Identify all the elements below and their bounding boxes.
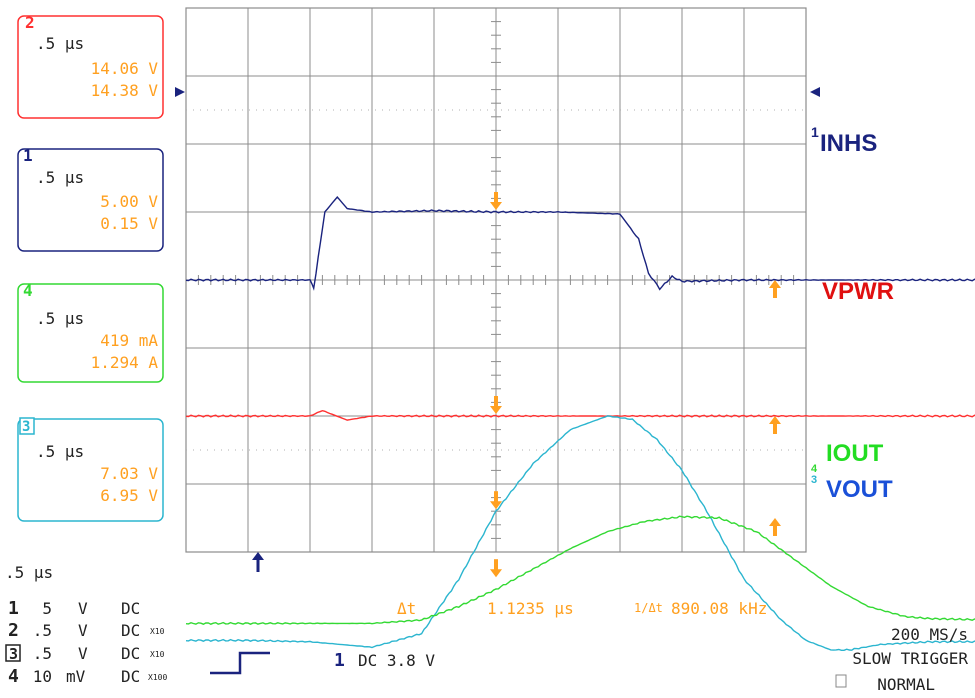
channel-unit: mV — [66, 667, 86, 686]
inverse-delta-t-label: 1/Δt — [634, 601, 663, 615]
trace-vpwr — [185, 409, 975, 421]
trigger-source: 1 — [334, 650, 345, 671]
ch3-ground-marker[interactable]: 3 — [811, 474, 817, 486]
cursor-arrow-shaft — [494, 559, 498, 572]
channel-scale: 5 — [42, 599, 52, 618]
trace-label-vout: VOUT — [826, 476, 893, 503]
channel-coupling: DC — [121, 621, 140, 640]
ch2-level-right-marker[interactable] — [810, 87, 820, 97]
channel-probe: X10 — [150, 627, 165, 636]
channel-box-3[interactable]: 3 .5 μs 7.03 V 6.95 V — [17, 417, 164, 522]
ch1-ground-marker[interactable]: 1 — [811, 124, 819, 140]
channel-unit: V — [78, 599, 88, 618]
channel-number: 4 — [8, 666, 19, 687]
channel-box-id: 4 — [23, 281, 33, 300]
channel-box-value-2: 14.38 V — [91, 81, 159, 100]
trigger-mode: SLOW TRIGGER — [852, 649, 968, 668]
channel-box-value-1: 5.00 V — [100, 192, 158, 211]
channel-number: 3 — [9, 645, 18, 663]
channel-box-1[interactable]: 1 .5 μs 5.00 V 0.15 V — [17, 146, 164, 252]
cursor-arrow-head — [490, 569, 502, 578]
cursor-arrow-head — [490, 501, 502, 510]
acquisition-info: 200 MS/s SLOW TRIGGER NORMAL — [835, 625, 968, 694]
trace-iout — [185, 515, 975, 625]
cursor-arrow-head — [490, 202, 502, 210]
cursor1-arrow-inhs[interactable] — [490, 192, 502, 210]
cursor2-arrow-vpwr[interactable] — [769, 416, 781, 434]
cursor-arrow-head — [769, 518, 781, 526]
channel-settings: 1 5 V DC 2 .5 V DC X10 3 .5 V DC X10 4 1… — [5, 598, 167, 687]
channel-box-timebase: .5 μs — [36, 34, 84, 53]
cursor-arrow-shaft — [773, 422, 777, 434]
cursor2-arrow-iout[interactable] — [769, 518, 781, 536]
channel-scale: .5 — [33, 644, 52, 663]
ch2-level-left-marker[interactable] — [175, 87, 185, 97]
cursor-arrow-head — [490, 406, 502, 414]
channel-coupling: DC — [121, 599, 140, 618]
channel-number: 2 — [8, 620, 19, 641]
channel-setting-row-4[interactable]: 4 10 mV DC X100 — [8, 666, 167, 687]
cursor1-arrow-vout[interactable] — [490, 491, 502, 510]
channel-scale: 10 — [33, 667, 52, 686]
channel-box-timebase: .5 μs — [36, 309, 84, 328]
trigger-edge-icon — [210, 651, 270, 675]
channel-setting-row-3[interactable]: 3 .5 V DC X10 — [5, 644, 165, 663]
channel-box-id: 2 — [25, 13, 35, 32]
trigger-level: DC 3.8 V — [358, 651, 435, 670]
cursor-arrow-head — [769, 280, 781, 288]
channel-box-value-1: 14.06 V — [91, 59, 159, 78]
trigger-position-arrow[interactable] — [252, 552, 264, 572]
cursor2-arrow-inhs[interactable] — [769, 280, 781, 298]
channel-box-value-2: 6.95 V — [100, 486, 158, 505]
waveform-traces — [185, 196, 975, 651]
cursor-arrow-shaft — [494, 192, 498, 204]
delta-t-value: 1.1235 μs — [487, 599, 574, 618]
normal-checkbox[interactable] — [835, 674, 847, 688]
channel-box-id: 3 — [22, 419, 30, 435]
trigger-type: NORMAL — [877, 675, 935, 694]
channel-box-value-2: 0.15 V — [100, 214, 158, 233]
channel-box-2[interactable]: 2 .5 μs 14.06 V 14.38 V — [17, 13, 164, 119]
cursor-arrow-shaft — [494, 491, 498, 504]
cursor-arrow-shaft — [773, 286, 777, 298]
level-markers: 1 4 3 — [175, 87, 820, 572]
trigger-info[interactable]: 1 DC 3.8 V — [210, 650, 435, 675]
channel-coupling: DC — [121, 644, 140, 663]
channel-coupling: DC — [121, 667, 140, 686]
cursor-arrow-shaft — [494, 396, 498, 408]
cursor-arrow-head — [769, 416, 781, 424]
channel-box-id: 1 — [23, 146, 33, 165]
channel-probe: X10 — [150, 650, 165, 659]
timebase-readout: .5 μs — [5, 563, 53, 582]
cursor1-arrow-iout[interactable] — [490, 559, 502, 578]
sample-rate: 200 MS/s — [891, 625, 968, 644]
channel-number: 1 — [8, 598, 19, 619]
channel-probe: X100 — [148, 673, 167, 682]
inverse-delta-t-value: 890.08 kHz — [671, 599, 767, 618]
channel-unit: V — [78, 621, 88, 640]
ch4-ground-marker[interactable]: 4 — [811, 463, 818, 475]
channel-scale: .5 — [33, 621, 52, 640]
channel-box-timebase: .5 μs — [36, 442, 84, 461]
delta-t-label: Δt — [397, 599, 416, 618]
trace-label-vpwr: VPWR — [822, 278, 894, 305]
cursor-arrows[interactable] — [490, 192, 781, 578]
channel-box-timebase: .5 μs — [36, 168, 84, 187]
channel-unit: V — [78, 644, 88, 663]
channel-box-4[interactable]: 4 .5 μs 419 mA 1.294 A — [17, 281, 164, 383]
trace-label-iout: IOUT — [826, 440, 884, 467]
cursor1-arrow-vpwr[interactable] — [490, 396, 502, 414]
channel-box-value-1: 419 mA — [100, 331, 158, 350]
channel-box-value-2: 1.294 A — [91, 353, 159, 372]
cursor-arrow-shaft — [773, 524, 777, 536]
trace-label-inhs: INHS — [820, 130, 877, 157]
channel-setting-row-2[interactable]: 2 .5 V DC X10 — [8, 620, 165, 641]
channel-box-value-1: 7.03 V — [100, 464, 158, 483]
channel-setting-row-1[interactable]: 1 5 V DC — [8, 598, 140, 619]
trace-vout — [185, 415, 975, 651]
cursor-readout: Δt 1.1235 μs 1/Δt 890.08 kHz — [397, 599, 767, 618]
trace-inhs — [185, 196, 975, 291]
